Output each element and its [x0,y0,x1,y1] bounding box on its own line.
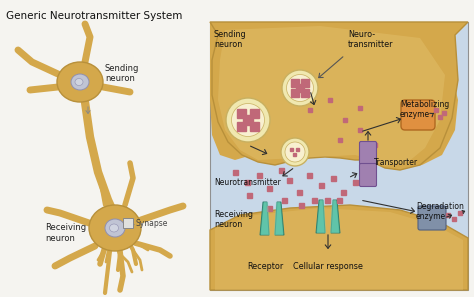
Bar [243,115,253,125]
Circle shape [286,75,313,102]
Polygon shape [331,200,340,233]
Bar [283,198,288,203]
Bar [296,84,304,92]
Circle shape [281,138,309,166]
Bar [300,203,304,208]
Bar [291,148,293,151]
Polygon shape [261,202,270,235]
Text: Metabolizing
enzyme: Metabolizing enzyme [400,100,449,119]
Bar [312,198,318,203]
Text: Synapse: Synapse [136,219,168,228]
Text: Receiving
neuron: Receiving neuron [214,210,253,229]
Bar [438,115,442,119]
Ellipse shape [71,74,89,90]
Text: Generic Neurotransmitter System: Generic Neurotransmitter System [6,11,182,21]
Bar [308,173,312,178]
Bar [288,178,292,182]
Circle shape [226,98,270,142]
Bar [298,189,302,195]
Polygon shape [210,205,468,290]
Text: Receiving
neuron: Receiving neuron [45,223,86,243]
Bar [301,89,310,97]
Bar [234,170,238,175]
Polygon shape [210,22,468,170]
Bar [373,143,377,147]
Ellipse shape [105,219,125,237]
Circle shape [282,70,318,106]
Bar [237,109,246,118]
Bar [280,168,284,173]
Bar [337,198,343,203]
Bar [247,192,253,198]
Bar [328,98,332,102]
Text: Transporter: Transporter [374,158,418,167]
Bar [331,176,337,181]
FancyBboxPatch shape [359,141,376,165]
Text: Cellular response: Cellular response [293,262,363,271]
Bar [326,198,330,203]
Polygon shape [330,200,339,233]
Bar [250,109,259,118]
Ellipse shape [57,62,103,102]
Bar [297,148,300,151]
Polygon shape [317,200,326,233]
Text: Sending
neuron: Sending neuron [214,30,246,49]
Polygon shape [316,200,325,233]
Bar [338,138,342,142]
Bar [354,179,358,184]
Ellipse shape [109,224,118,232]
Polygon shape [274,202,283,235]
Bar [308,108,312,112]
Bar [442,111,446,115]
Polygon shape [320,22,458,168]
Bar [246,179,250,184]
Bar [434,108,438,112]
FancyBboxPatch shape [401,100,435,130]
Circle shape [231,103,264,137]
Polygon shape [260,202,269,235]
Bar [123,218,133,228]
Polygon shape [275,202,284,235]
FancyBboxPatch shape [359,164,376,187]
Bar [301,79,310,86]
Bar [458,211,462,215]
Text: Degradation
enzyme: Degradation enzyme [416,202,464,221]
Polygon shape [255,22,360,38]
Polygon shape [210,22,295,160]
Circle shape [285,142,305,162]
Bar [293,152,297,156]
Bar [210,22,468,290]
Ellipse shape [75,78,83,86]
Bar [267,186,273,190]
Bar [250,122,259,132]
Bar [257,173,263,178]
FancyBboxPatch shape [418,206,446,230]
Bar [446,213,450,217]
Text: Receptor: Receptor [247,262,283,271]
Polygon shape [215,208,463,290]
Bar [358,128,362,132]
Bar [267,206,273,211]
Text: Neuro-
transmitter: Neuro- transmitter [348,30,393,49]
Bar [237,122,246,132]
Text: Neurotransmitter: Neurotransmitter [214,178,281,187]
Bar [291,89,299,97]
Polygon shape [218,26,445,166]
Bar [452,217,456,221]
Text: Sending
neuron: Sending neuron [105,64,139,83]
Bar [358,106,362,110]
Bar [291,79,299,86]
Bar [343,118,347,122]
Ellipse shape [89,205,141,251]
Bar [341,189,346,195]
Bar [319,182,325,187]
